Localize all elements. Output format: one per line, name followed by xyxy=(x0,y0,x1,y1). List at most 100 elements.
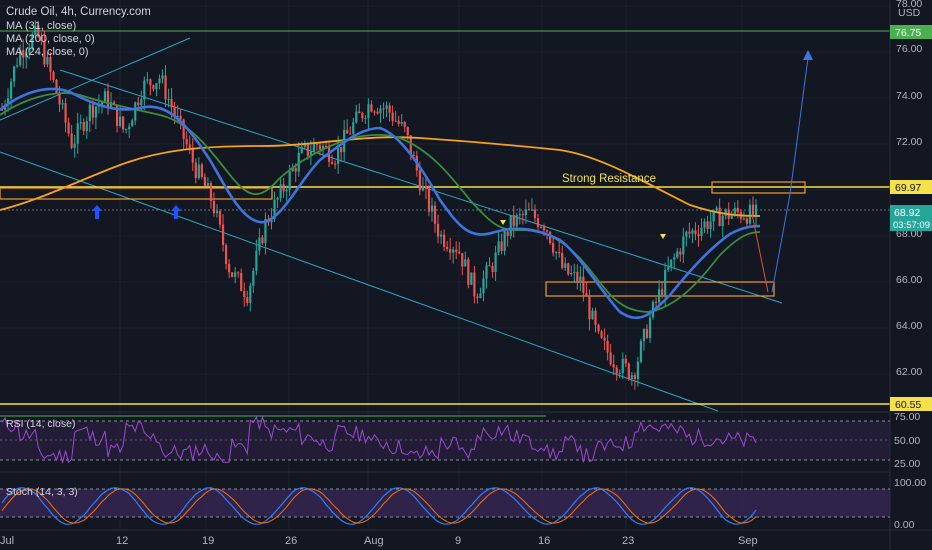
candle-body xyxy=(218,211,222,225)
candle-body xyxy=(79,121,82,124)
candle-body xyxy=(754,204,758,216)
candle-body xyxy=(394,120,397,122)
chart-title[interactable]: Crude Oil, 4h, Currency.com xyxy=(6,6,151,18)
candle-body xyxy=(161,75,164,79)
candle-body xyxy=(194,162,197,179)
time-axis[interactable]: Jul 12 19 26 Aug 9 16 23 Sep xyxy=(0,535,758,547)
candle-body xyxy=(682,236,685,255)
candle-body xyxy=(234,272,237,277)
candle-body xyxy=(212,200,216,214)
candle-body xyxy=(355,111,358,123)
candle-body xyxy=(170,99,173,108)
candle-body xyxy=(542,226,546,231)
rsi-label[interactable]: RSI (14, close) xyxy=(6,418,76,430)
candle-body xyxy=(273,199,276,219)
projection-arrows[interactable] xyxy=(751,50,813,293)
candle-body xyxy=(709,221,712,230)
candle-body xyxy=(330,161,334,164)
candle-body xyxy=(648,317,652,338)
candle-body xyxy=(694,230,697,235)
candle-body xyxy=(558,251,561,254)
candle-body xyxy=(633,375,636,379)
candle-body xyxy=(533,209,537,219)
candle-body xyxy=(173,107,176,116)
candle-body xyxy=(112,102,116,105)
currency-label: USD xyxy=(898,7,921,19)
candle-body xyxy=(609,352,612,365)
legend-ma-24[interactable]: MA (24, close, 0) xyxy=(6,46,89,58)
candle-body xyxy=(497,241,500,253)
candle-body xyxy=(670,259,673,268)
candle-body xyxy=(288,170,291,190)
candle-body xyxy=(131,120,134,127)
last-price-box xyxy=(890,205,932,231)
candle-body xyxy=(49,56,52,72)
candle-body xyxy=(512,215,515,227)
price-tick: 64.00 xyxy=(896,320,922,332)
candle-body xyxy=(552,243,555,253)
time-tick: 26 xyxy=(285,535,297,547)
candle-body xyxy=(285,189,288,192)
legend-ma-31[interactable]: MA (31, close) xyxy=(6,20,77,32)
candle-body xyxy=(473,272,476,297)
candle-body xyxy=(155,83,158,90)
legend-ma-200[interactable]: MA (200, close, 0) xyxy=(6,33,95,45)
candle-body xyxy=(282,184,285,192)
candle-body xyxy=(603,337,606,341)
candle-body xyxy=(149,79,152,86)
candle-body xyxy=(706,221,709,230)
candle-body xyxy=(412,154,415,156)
candle-body xyxy=(46,56,49,65)
candle-body xyxy=(91,104,94,118)
candle-body xyxy=(636,361,640,379)
moving-averages xyxy=(0,87,761,320)
candle-body xyxy=(439,234,443,237)
candle-body xyxy=(43,40,46,65)
stoch-panel[interactable]: 100.00 0.00 xyxy=(0,477,926,531)
horizontal-levels[interactable] xyxy=(0,30,890,405)
time-tick: 23 xyxy=(622,535,634,547)
time-tick: 9 xyxy=(455,535,461,547)
candle-body xyxy=(424,186,428,189)
candle-body xyxy=(733,207,736,215)
candle-body xyxy=(182,119,185,139)
candle-body xyxy=(118,116,122,127)
candle-body xyxy=(409,135,412,155)
candle-body xyxy=(76,123,79,144)
candle-body xyxy=(185,138,188,145)
candle-body xyxy=(555,251,558,253)
candle-body xyxy=(748,204,752,224)
candle-body xyxy=(449,248,452,253)
stoch-tick-0: 0.00 xyxy=(894,519,915,531)
candle-body xyxy=(388,105,391,113)
candle-body xyxy=(521,214,524,216)
candle-body xyxy=(527,209,530,211)
candle-body xyxy=(252,270,255,286)
candle-body xyxy=(291,167,294,171)
time-tick: 19 xyxy=(202,535,214,547)
projection-rise-line xyxy=(771,57,809,293)
rsi-panel[interactable]: 75.00 50.00 25.00 xyxy=(0,411,920,470)
candle-body xyxy=(276,198,279,200)
candle-body xyxy=(482,278,485,294)
candle-body xyxy=(391,112,394,121)
stoch-label[interactable]: Stoch (14, 3, 3) xyxy=(6,486,78,498)
candle-body xyxy=(200,164,203,178)
trend-channel[interactable] xyxy=(0,37,783,412)
blue-marker-2 xyxy=(171,205,181,219)
label-69-97: 69.97 xyxy=(895,182,921,194)
candle-body xyxy=(270,218,273,223)
candle-body xyxy=(318,145,322,150)
candle-body xyxy=(188,144,191,149)
candle-body xyxy=(373,111,376,113)
rsi-line xyxy=(1,415,757,465)
candle-body xyxy=(470,272,473,285)
candle-body xyxy=(61,103,64,105)
candle-body xyxy=(654,301,658,303)
yellow-marker-1 xyxy=(500,220,506,225)
price-axis[interactable]: 78.00 USD 76.00 74.00 72.00 68.00 66.00 … xyxy=(890,0,932,411)
candle-body xyxy=(137,102,140,106)
candle-body xyxy=(297,152,300,172)
candle-body xyxy=(579,276,582,283)
